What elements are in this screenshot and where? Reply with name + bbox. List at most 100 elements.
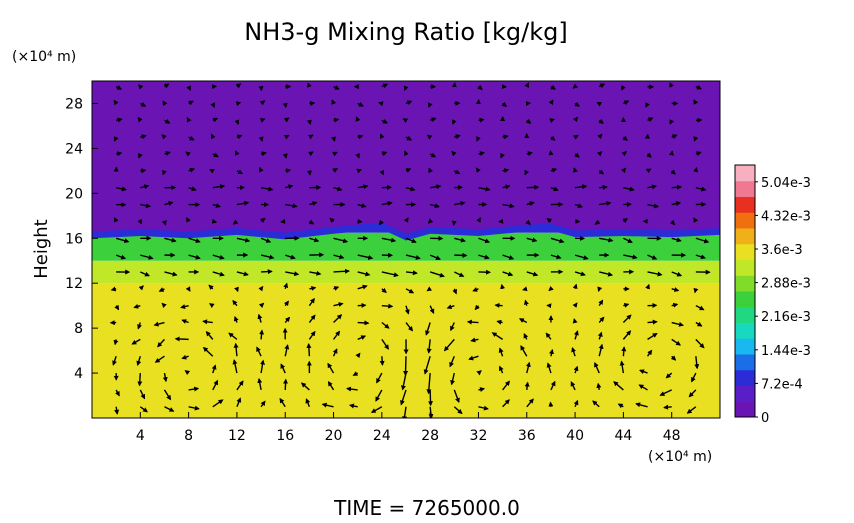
colorbar-tick-label-3: 2.16e-3 (761, 310, 811, 325)
dry-upper-region (92, 81, 720, 234)
x-tick-label-40: 40 (566, 428, 584, 444)
wind-vector-418 (597, 102, 599, 103)
colorbar: 0 7.2e-4 1.44e-3 2.16e-3 2.88e-3 3.6e-3 4.32e-… (735, 165, 811, 426)
wind-vector-155 (285, 154, 286, 158)
y-tick-label-16: 16 (65, 231, 83, 247)
colorbar-tick-label-4: 2.88e-3 (761, 277, 811, 292)
colorbar-band-1 (735, 386, 755, 402)
wind-vector-326 (495, 305, 502, 306)
wind-vector-91 (213, 221, 216, 222)
colorbar-band-13 (735, 197, 755, 213)
wind-vector-31 (140, 221, 141, 223)
colorbar-band-8 (735, 275, 755, 291)
wind-vector-196 (334, 137, 335, 141)
wind-vector-341 (527, 383, 528, 390)
colorbar-band-7 (735, 291, 755, 307)
wind-vector-445 (648, 322, 657, 323)
colorbar-tick-label-0: 0 (761, 411, 769, 426)
wind-vector-407 (599, 289, 600, 291)
colorbar-band-2 (735, 370, 755, 386)
colorbar-band-4 (735, 338, 755, 354)
wind-vector-107 (237, 289, 238, 291)
wind-vector-177 (309, 120, 310, 124)
wind-vector-205 (358, 323, 369, 324)
x-tick-label-32: 32 (470, 428, 488, 444)
colorbar-band-0 (735, 401, 755, 417)
wind-vector-291 (454, 221, 455, 224)
wind-vector-377 (551, 119, 554, 120)
wind-vector-158 (285, 103, 286, 107)
wind-vector-226 (382, 306, 392, 307)
wind-vector-243 (405, 356, 406, 375)
x-tick-label-28: 28 (421, 428, 439, 444)
wind-vector-494 (696, 168, 697, 171)
y-tick-label-24: 24 (65, 141, 83, 157)
wind-vector-487 (695, 289, 696, 293)
x-tick-label-16: 16 (276, 428, 294, 444)
colorbar-band-14 (735, 181, 755, 197)
chart-title: NH3-g Mixing Ratio [kg/kg] (244, 18, 567, 46)
wind-vector-460 (664, 407, 672, 408)
wind-vector-473 (672, 187, 681, 188)
x-tick-label-12: 12 (228, 428, 246, 444)
wind-vector-22 (140, 373, 141, 385)
wind-vector-197 (334, 119, 339, 120)
wind-vector-64 (176, 339, 189, 340)
wind-vector-206 (358, 305, 366, 306)
y-tick-label-28: 28 (65, 96, 83, 112)
colorbar-band-9 (735, 260, 755, 276)
wind-vector-34 (140, 170, 145, 171)
x-tick-label-4: 4 (136, 428, 145, 444)
colorbar-tick-label-1: 7.2e-4 (761, 377, 803, 392)
wind-vector-154 (285, 170, 290, 171)
colorbar-band-10 (735, 244, 755, 260)
colorbar-band-12 (735, 212, 755, 228)
colorbar-band-15 (735, 165, 755, 181)
time-footer: TIME = 7265000.0 (333, 496, 520, 519)
y-tick-label-4: 4 (74, 366, 83, 382)
x-tick-label-24: 24 (373, 428, 391, 444)
wind-vector-423 (623, 347, 624, 356)
colorbar-tick-label-5: 3.6e-3 (761, 243, 803, 258)
wind-vector-385 (574, 319, 575, 322)
colorbar-band-6 (735, 307, 755, 323)
x-tick-label-44: 44 (614, 428, 632, 444)
x-tick-label-36: 36 (518, 428, 536, 444)
wind-vector-353 (527, 187, 538, 188)
wind-vector-223 (382, 356, 383, 365)
wind-vector-128 (261, 271, 272, 272)
wind-vector-178 (309, 103, 314, 104)
x-unit-label: (×10⁴ m) (648, 449, 712, 465)
x-tick-label-8: 8 (184, 428, 193, 444)
x-tick-label-20: 20 (325, 428, 343, 444)
colorbar-band-11 (735, 228, 755, 244)
wind-vector-124 (261, 330, 262, 339)
wind-vector-238 (379, 103, 382, 104)
wind-vector-15 (116, 153, 121, 154)
wind-vector-347 (523, 289, 527, 290)
colorbar-tick-label-6: 4.32e-3 (761, 209, 811, 224)
colorbar-band-3 (735, 354, 755, 370)
y-axis-label: Height (31, 219, 52, 279)
y-tick-label-20: 20 (65, 186, 83, 202)
wind-vector-327 (502, 285, 503, 289)
wind-vector-163 (309, 344, 310, 356)
wind-vector-141 (285, 380, 286, 390)
wind-vector-188 (334, 271, 349, 272)
wind-vector-174 (309, 171, 310, 175)
wind-vector-317 (478, 120, 483, 121)
y-tick-label-12: 12 (65, 276, 83, 292)
colorbar-tick-label-7: 5.04e-3 (761, 176, 811, 191)
y-unit-label: (×10⁴ m) (12, 49, 76, 65)
wind-vector-293 (454, 187, 462, 188)
wind-vector-51 (164, 221, 165, 224)
wind-vector-305 (468, 322, 479, 323)
colorbar-ticks: 0 7.2e-4 1.44e-3 2.16e-3 2.88e-3 3.6e-3 4.32e-… (755, 176, 811, 426)
colorbar-tick-label-2: 1.44e-3 (761, 344, 811, 359)
wind-vector-413 (599, 187, 607, 188)
wind-vector-118 (237, 103, 240, 104)
plot-area (92, 81, 720, 420)
wind-vector-394 (574, 168, 575, 171)
